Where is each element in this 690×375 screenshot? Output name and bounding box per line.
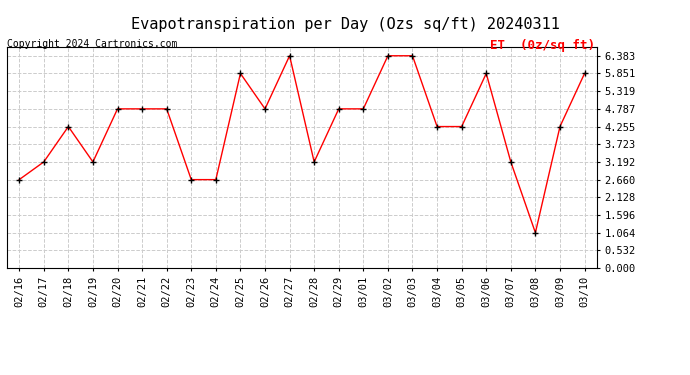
Text: Copyright 2024 Cartronics.com: Copyright 2024 Cartronics.com bbox=[7, 39, 177, 50]
Text: ET  (0z/sq ft): ET (0z/sq ft) bbox=[490, 39, 595, 53]
Text: Evapotranspiration per Day (Ozs sq/ft) 20240311: Evapotranspiration per Day (Ozs sq/ft) 2… bbox=[130, 17, 560, 32]
